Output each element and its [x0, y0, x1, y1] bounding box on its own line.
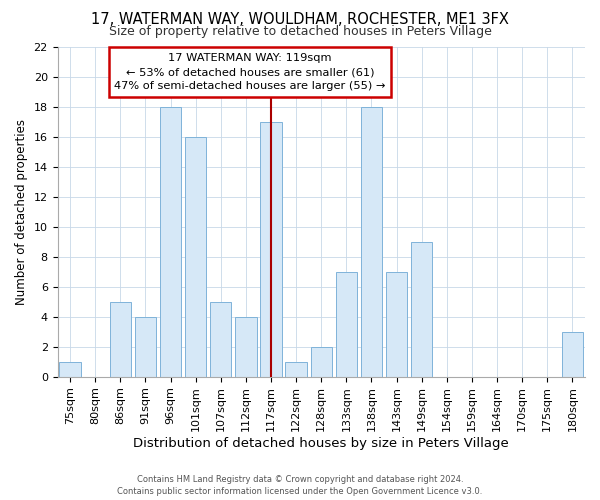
Text: 17 WATERMAN WAY: 119sqm
← 53% of detached houses are smaller (61)
47% of semi-de: 17 WATERMAN WAY: 119sqm ← 53% of detache… — [115, 53, 386, 91]
Y-axis label: Number of detached properties: Number of detached properties — [15, 118, 28, 304]
Bar — [411, 242, 433, 376]
Bar — [386, 272, 407, 376]
Bar — [160, 106, 181, 376]
Bar — [562, 332, 583, 376]
Bar — [135, 316, 156, 376]
Bar — [185, 136, 206, 376]
Bar — [361, 106, 382, 376]
Bar — [210, 302, 232, 376]
Text: Size of property relative to detached houses in Peters Village: Size of property relative to detached ho… — [109, 25, 491, 38]
Bar — [336, 272, 357, 376]
Bar — [260, 122, 282, 376]
Bar — [311, 346, 332, 376]
Bar — [59, 362, 81, 376]
Bar — [235, 316, 257, 376]
Text: 17, WATERMAN WAY, WOULDHAM, ROCHESTER, ME1 3FX: 17, WATERMAN WAY, WOULDHAM, ROCHESTER, M… — [91, 12, 509, 28]
Bar — [110, 302, 131, 376]
Text: Contains HM Land Registry data © Crown copyright and database right 2024.
Contai: Contains HM Land Registry data © Crown c… — [118, 474, 482, 496]
X-axis label: Distribution of detached houses by size in Peters Village: Distribution of detached houses by size … — [133, 437, 509, 450]
Bar — [286, 362, 307, 376]
